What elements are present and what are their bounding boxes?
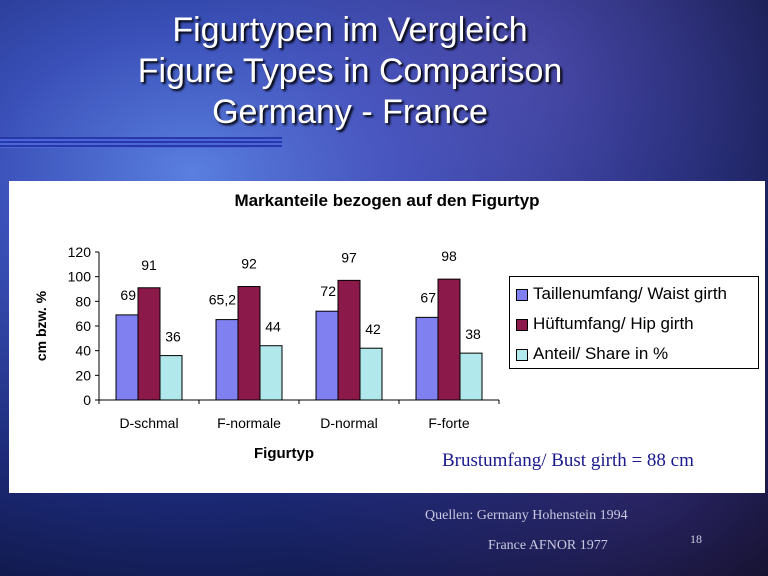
data-label: 44 (265, 319, 281, 335)
bar-hip (237, 286, 261, 401)
bar-hip (137, 287, 161, 401)
data-label: 72 (320, 283, 336, 299)
x-tick-label: D-schmal (119, 415, 178, 431)
page-number: 18 (690, 532, 702, 546)
y-axis-title: cm bzw. % (33, 290, 49, 361)
y-tick-label: 120 (68, 244, 92, 260)
legend-label-waist: Taillenumfang/ Waist girth (533, 284, 728, 303)
slide-title-line-1: Figurtypen im Vergleich (172, 11, 528, 49)
source-line-2: France AFNOR 1977 (488, 538, 608, 553)
data-label: 98 (441, 248, 457, 264)
data-label: 69 (120, 287, 136, 303)
legend-label-hip: Hüftumfang/ Hip girth (533, 314, 694, 333)
y-tick-label: 0 (83, 392, 91, 408)
bar-share (359, 347, 383, 401)
y-tick-label: 100 (68, 269, 92, 285)
bar-share (159, 355, 183, 401)
chart-panel: Markanteile bezogen auf den Figurtyp 0 20… (9, 181, 765, 493)
x-axis-title: Figurtyp (254, 445, 314, 462)
legend-label-share: Anteil/ Share in % (533, 344, 669, 363)
legend-swatch-waist (516, 289, 528, 301)
x-tick-label: D-normal (320, 415, 378, 431)
bar-hip (337, 279, 361, 401)
bar-share (459, 352, 483, 401)
data-label: 92 (241, 256, 257, 272)
data-label: 97 (341, 249, 357, 265)
chart-title: Markanteile bezogen auf den Figurtyp (234, 191, 540, 210)
legend-swatch-share (516, 349, 528, 361)
bar-chart: 0 20 40 60 80 100 120 69 91 36 D-schmal 65,2 92 44 F-n… (33, 244, 500, 462)
y-tick-label: 80 (75, 293, 91, 309)
data-label: 42 (365, 321, 381, 337)
y-tick-label: 20 (75, 367, 91, 383)
data-label: 65,2 (209, 292, 236, 308)
data-label: 67 (420, 289, 436, 305)
bust-girth-note: Brustumfang/ Bust girth = 88 cm (442, 450, 694, 471)
data-label: 36 (165, 329, 181, 345)
bar-waist (415, 316, 439, 401)
y-tick-label: 60 (75, 318, 91, 334)
bar-share (259, 345, 283, 401)
source-line-1: Quellen: Germany Hohenstein 1994 (425, 508, 628, 523)
decorative-band (0, 137, 282, 148)
x-tick-label: F-normale (217, 415, 281, 431)
bar-waist (215, 319, 239, 401)
bar-hip (437, 278, 461, 401)
y-tick-label: 40 (75, 343, 91, 359)
data-label: 91 (141, 257, 157, 273)
x-tick-label: F-forte (428, 415, 469, 431)
slide-title-line-3: Germany - France (212, 93, 488, 131)
slide-title-line-2: Figure Types in Comparison (137, 52, 563, 90)
bar-waist (115, 314, 139, 401)
legend-swatch-hip (516, 319, 528, 331)
chart-legend: Taillenumfang/ Waist girth Hüftumfang/ H… (509, 276, 759, 369)
data-label: 38 (465, 326, 481, 342)
bar-waist (315, 310, 339, 401)
